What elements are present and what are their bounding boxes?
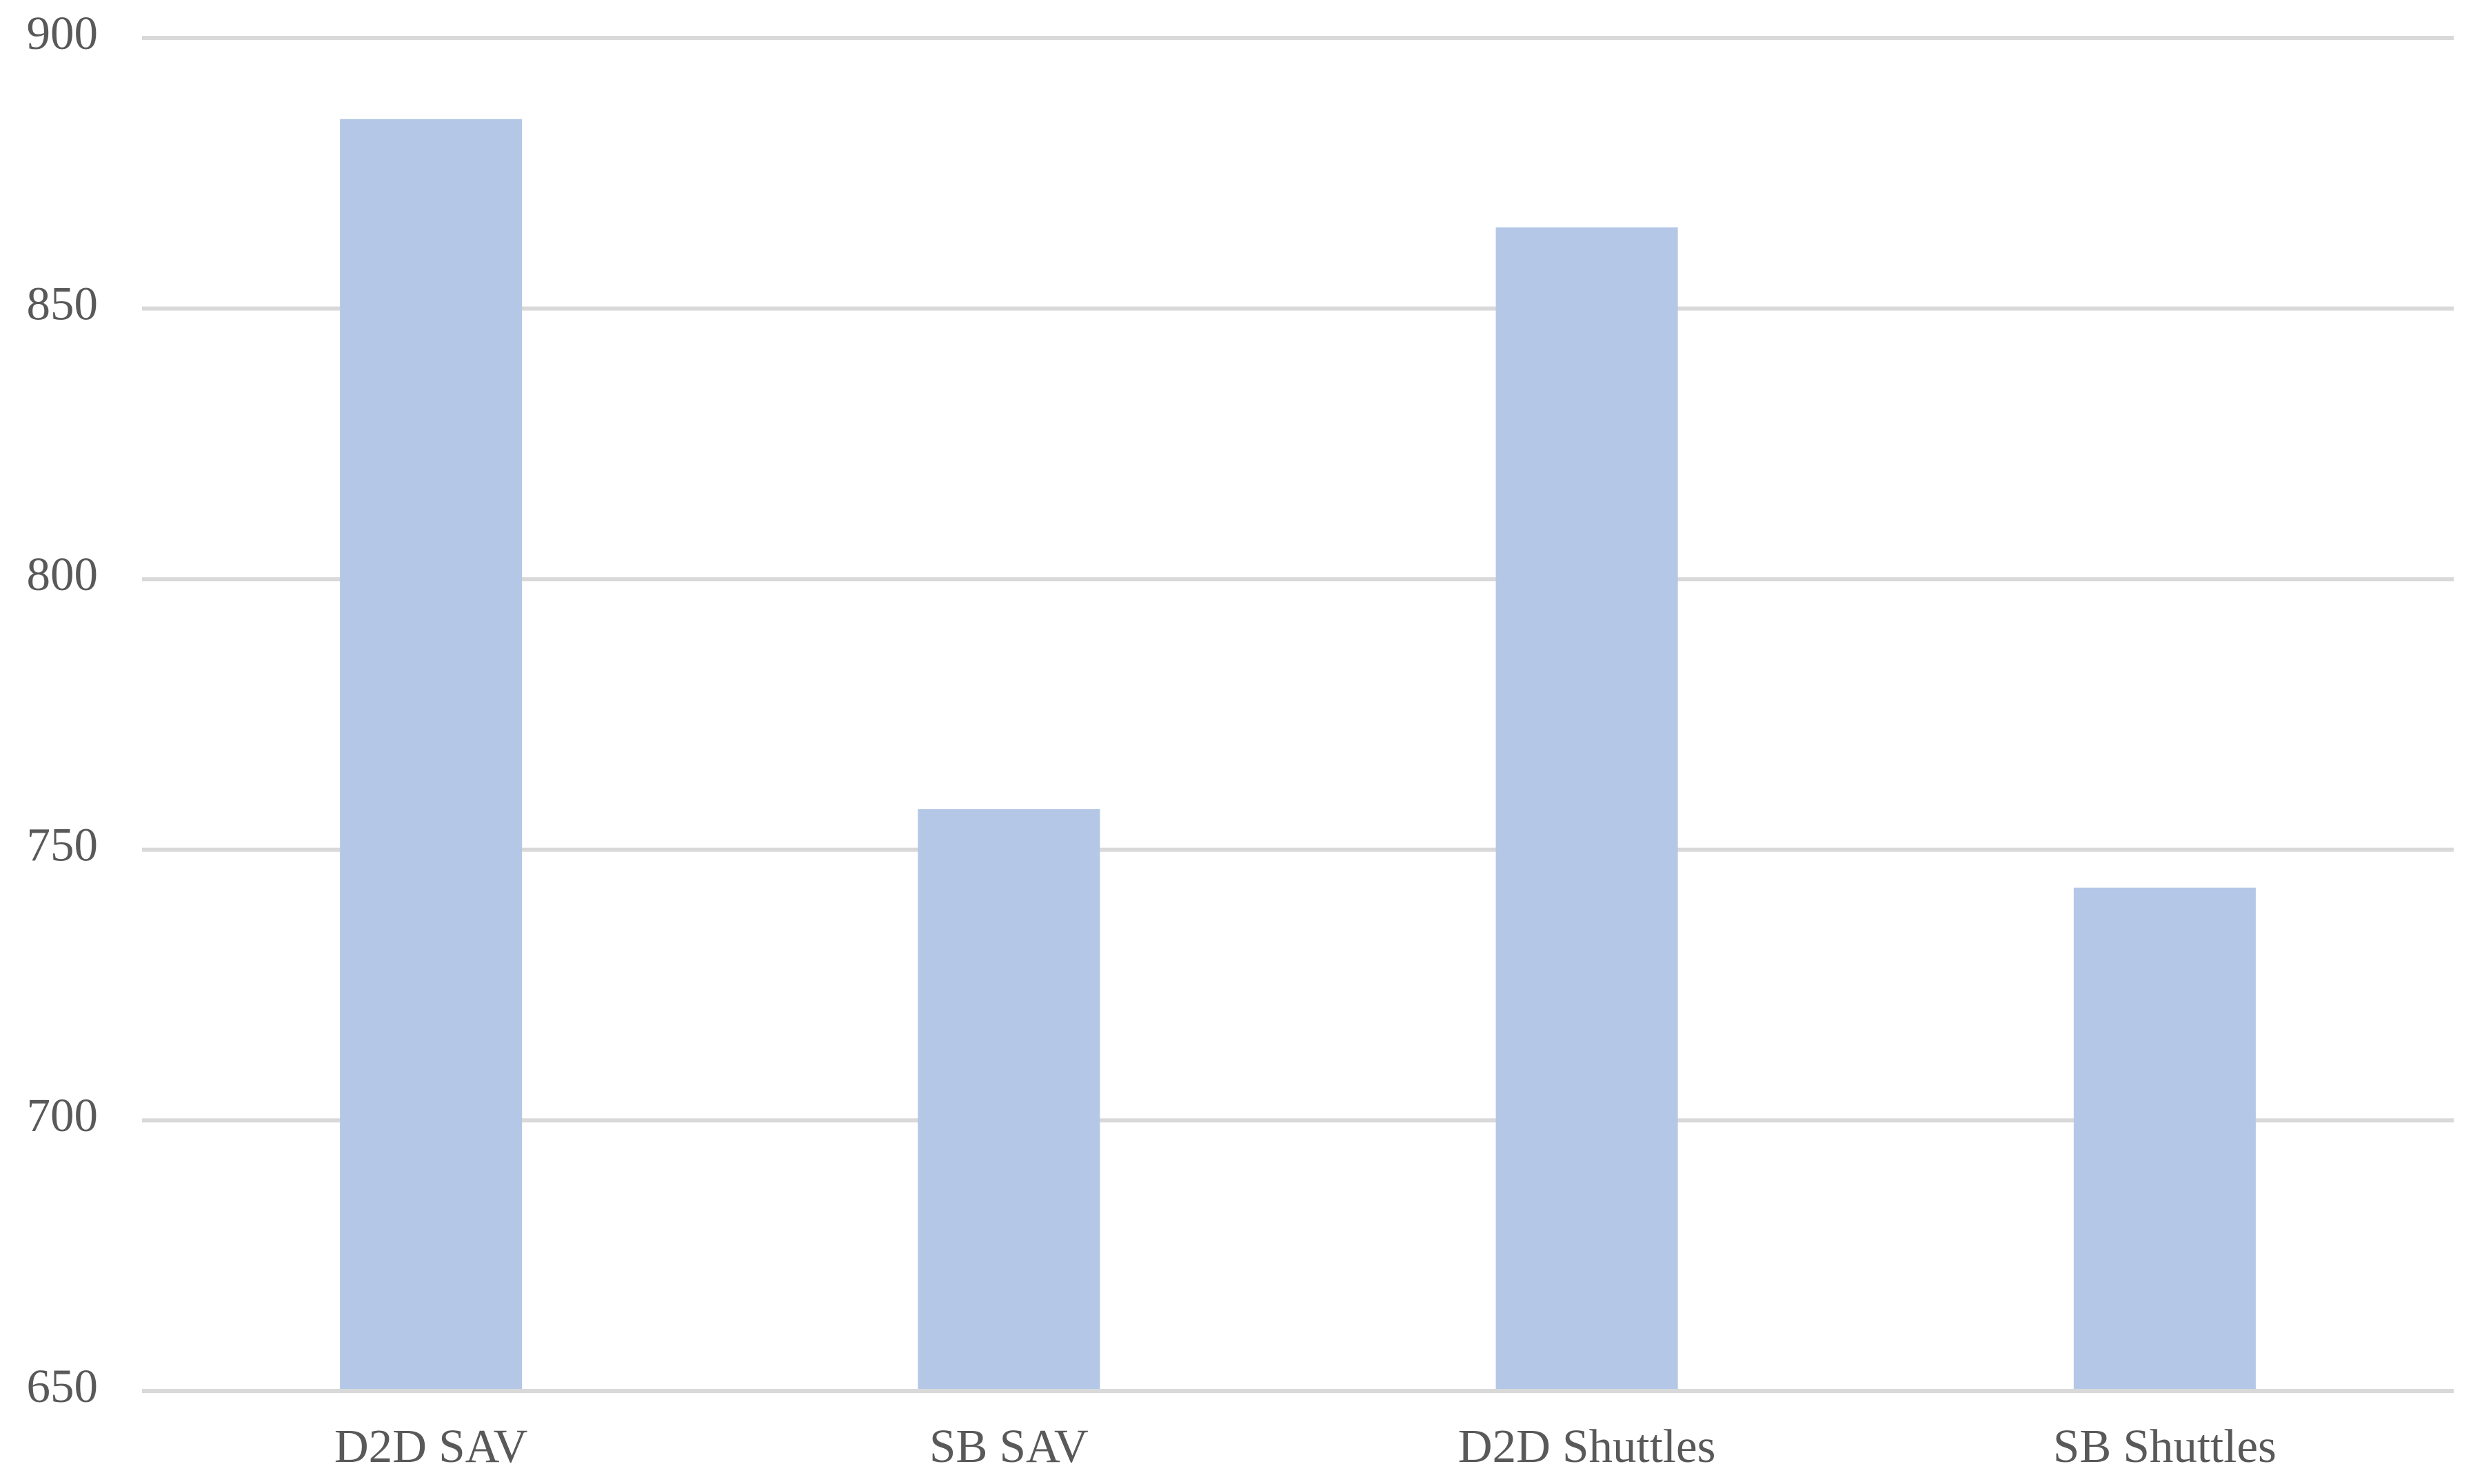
bar [2073, 887, 2256, 1391]
y-tick-label: 850 [27, 277, 99, 329]
x-tick-label: SB SAV [929, 1420, 1089, 1472]
y-tick-label: 800 [27, 548, 99, 600]
x-tick-label: D2D SAV [334, 1420, 528, 1472]
bar [1495, 227, 1678, 1391]
x-tick-label: SB Shuttles [2053, 1420, 2277, 1472]
y-tick-label: 650 [27, 1360, 99, 1412]
y-tick-label: 700 [27, 1089, 99, 1141]
y-tick-label: 900 [27, 7, 99, 59]
y-tick-label: 750 [27, 819, 99, 871]
bar [918, 809, 1100, 1391]
x-tick-label: D2D Shuttles [1458, 1420, 1716, 1472]
bar [340, 119, 523, 1391]
